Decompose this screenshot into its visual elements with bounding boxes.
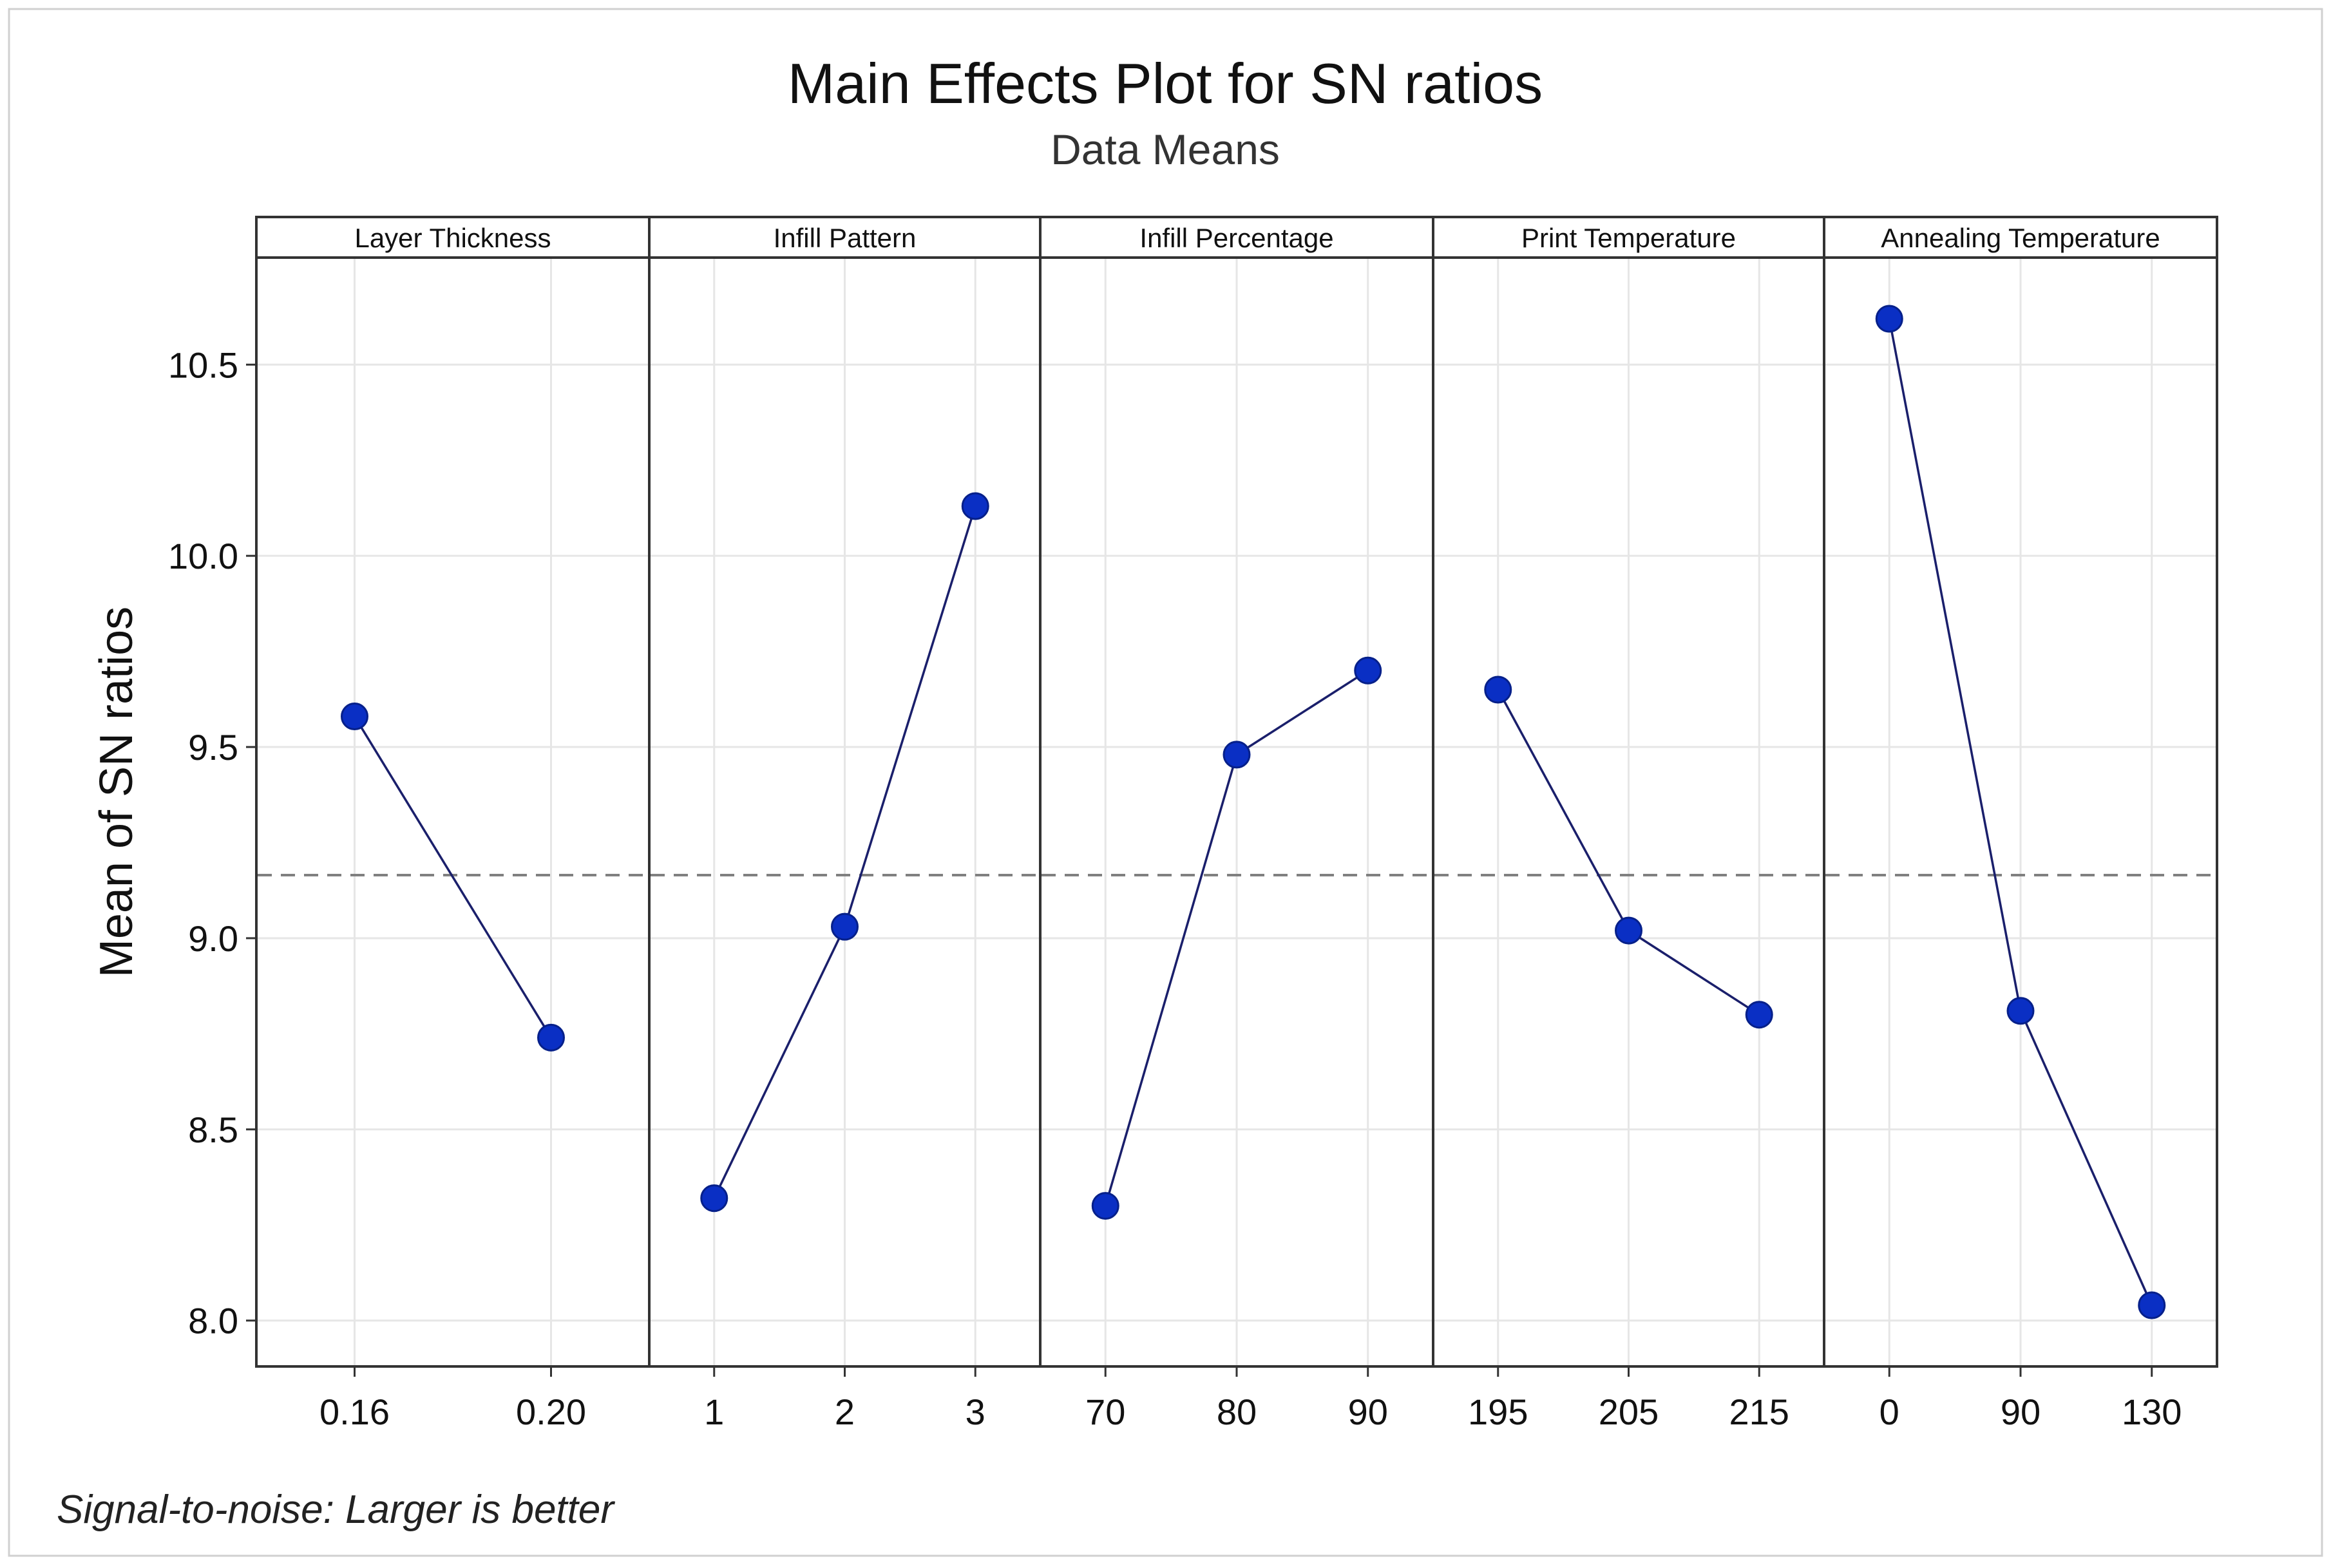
data-point: Print Temperature 215: 8.8 (1745, 1001, 1773, 1029)
x-tick-label: 0.20 (516, 1392, 586, 1432)
data-point: Print Temperature 205: 9.02 (1615, 916, 1642, 945)
x-tick-label: 0.16 (319, 1392, 390, 1432)
data-point: Infill Pattern 1: 8.32 (700, 1184, 728, 1213)
series-layer: Layer Thickness 0.16: 9.58 Layer Thicknes… (341, 305, 2166, 1319)
x-tick-label: 2 (835, 1392, 855, 1432)
data-point: Layer Thickness 0.20: 8.74 (537, 1023, 565, 1052)
grid-layer (256, 258, 2217, 1366)
y-tick-label: 9.5 (188, 727, 238, 768)
y-axis-label: Mean of SN ratios (91, 607, 142, 978)
data-point: Annealing Temperature 0: 10.62 (1875, 305, 1903, 333)
series-line (354, 715, 552, 1039)
x-tick-label: 195 (1468, 1392, 1528, 1432)
data-point: Infill Percentage 80: 9.48 (1223, 741, 1251, 769)
x-tick-label: 90 (1348, 1392, 1388, 1432)
data-point: Print Temperature 195: 9.65 (1484, 675, 1512, 704)
data-point: Layer Thickness 0.16: 9.58 (341, 703, 368, 731)
panel-strip (648, 216, 1042, 259)
panel-strip-label: Layer Thickness (354, 223, 551, 253)
plot-layer: Layer Thickness 0.16: 9.58Layer Thicknes… (168, 216, 2218, 1432)
panel-strip (1823, 216, 2218, 259)
tick-layer: 8.0 8.5 9.0 9.5 10.0 10.5 0.16 0.20 1 2 3 70 80 90 195… (168, 345, 2182, 1432)
panel-strip (1432, 216, 1825, 259)
y-tick-label: 8.5 (188, 1110, 238, 1150)
panel-strip (255, 216, 651, 259)
frame-layer: Layer Thickness Infill Pattern Infill Perc… (255, 216, 2218, 1368)
data-point: Infill Pattern 2: 9.03 (831, 912, 859, 941)
chart-subtitle: Data Means (1051, 126, 1280, 173)
x-tick-label: 70 (1085, 1392, 1125, 1432)
x-tick-label: 3 (966, 1392, 985, 1432)
x-tick-label: 215 (1729, 1392, 1789, 1432)
data-point: Annealing Temperature 130: 8.04 (2138, 1291, 2166, 1319)
data-point: Infill Percentage 70: 8.3 (1091, 1192, 1119, 1220)
data-point: Infill Percentage 90: 9.7 (1354, 656, 1382, 685)
panel-strip-label: Infill Pattern (774, 223, 917, 253)
x-tick-label: 80 (1217, 1392, 1257, 1432)
data-point: Annealing Temperature 90: 8.81 (2006, 997, 2035, 1025)
y-tick-label: 9.0 (188, 918, 238, 959)
y-tick-label: 10.0 (168, 536, 238, 576)
x-tick-label: 205 (1599, 1392, 1659, 1432)
x-tick-label: 130 (2122, 1392, 2182, 1432)
x-tick-label: 0 (1879, 1392, 1899, 1432)
x-tick-label: 90 (2001, 1392, 2041, 1432)
panel-strip-label: Annealing Temperature (1881, 223, 2160, 253)
footnote: Signal-to-noise: Larger is better (57, 1488, 615, 1532)
x-tick-label: 1 (704, 1392, 724, 1432)
chart-title: Main Effects Plot for SN ratios (788, 52, 1543, 115)
data-point: Infill Pattern 3: 10.13 (961, 492, 989, 520)
y-tick-label: 10.5 (168, 345, 238, 385)
y-tick-label: 8.0 (188, 1301, 238, 1341)
panel-strip-label: Infill Percentage (1139, 223, 1333, 253)
panel-strip-label: Print Temperature (1521, 223, 1736, 253)
